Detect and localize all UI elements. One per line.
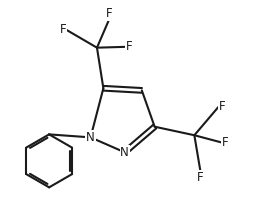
Text: N: N bbox=[86, 131, 95, 144]
Text: F: F bbox=[219, 100, 225, 113]
Text: F: F bbox=[60, 23, 66, 36]
Text: F: F bbox=[126, 40, 133, 53]
Text: F: F bbox=[106, 7, 112, 20]
Text: F: F bbox=[197, 171, 204, 184]
Text: F: F bbox=[222, 136, 228, 149]
Text: N: N bbox=[120, 146, 129, 159]
